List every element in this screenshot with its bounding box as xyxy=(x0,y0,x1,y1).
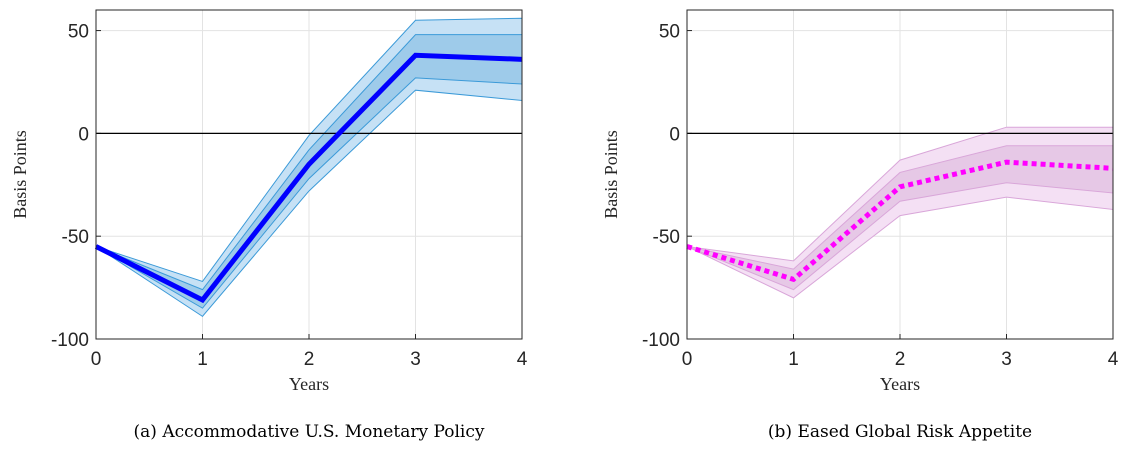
y-tick-label: -100 xyxy=(51,330,89,351)
x-tick-label: 4 xyxy=(517,349,528,370)
y-tick-label: 50 xyxy=(68,22,89,43)
y-tick-label: -50 xyxy=(62,227,89,248)
x-axis-label: Years xyxy=(880,374,920,394)
x-tick-label: 3 xyxy=(410,349,421,370)
y-tick-label: 0 xyxy=(669,124,680,145)
y-tick-label: -50 xyxy=(653,227,680,248)
series-line xyxy=(686,159,1114,283)
x-tick-label: 0 xyxy=(91,349,102,370)
series-line xyxy=(94,52,523,304)
x-tick-label: 2 xyxy=(895,349,906,370)
y-tick-label: -100 xyxy=(642,330,680,351)
x-tick-label: 3 xyxy=(1001,349,1012,370)
axes-box xyxy=(686,9,1114,340)
x-tick-label: 4 xyxy=(1108,349,1119,370)
x-tick-label: 1 xyxy=(788,349,799,370)
y-tick-label: 0 xyxy=(78,124,89,145)
x-tick-label: 0 xyxy=(682,349,693,370)
x-tick-label: 1 xyxy=(197,349,208,370)
x-axis-label: Years xyxy=(289,374,329,394)
axes-box xyxy=(95,9,523,340)
x-tick-label: 2 xyxy=(304,349,315,370)
chart-caption: (a) Accommodative U.S. Monetary Policy xyxy=(134,422,485,442)
y-axis-label: Basis Points xyxy=(601,130,621,219)
chart-caption: (b) Eased Global Risk Appetite xyxy=(768,422,1032,442)
y-axis-label: Basis Points xyxy=(10,130,30,219)
y-tick-label: 50 xyxy=(659,22,680,43)
